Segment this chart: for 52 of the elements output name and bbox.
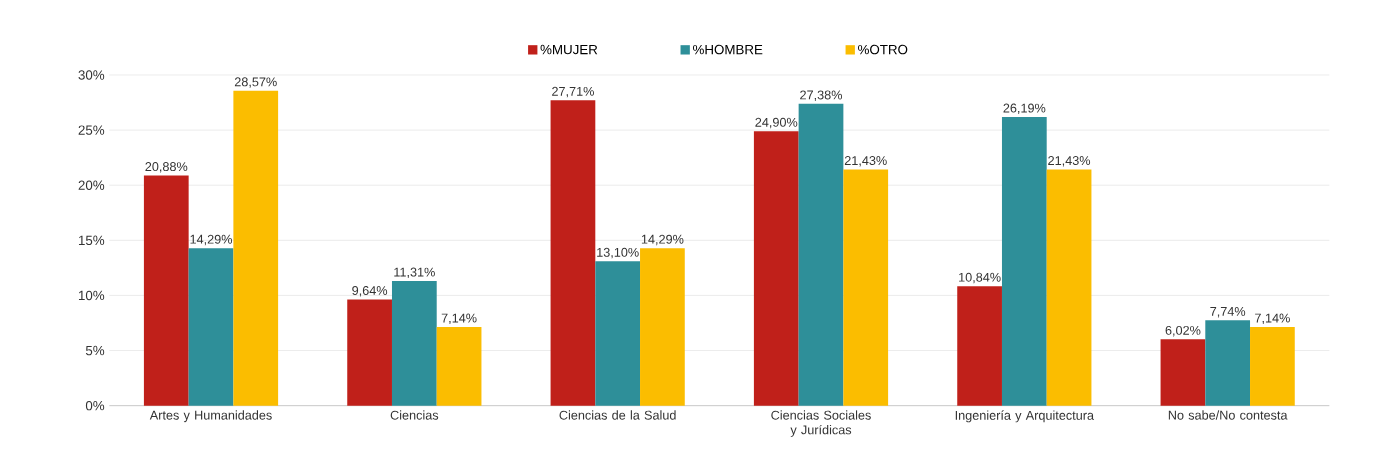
bar [347,299,392,406]
data-label: 13,10% [597,247,639,259]
bar [753,131,799,406]
data-label: 10,84% [959,272,1001,284]
x-tick-label: Ciencias Sociales y Jurídicas [771,410,871,437]
data-label: 7,14% [1255,313,1290,325]
x-tick-label: Ciencias [390,410,439,420]
x-tick-label: Artes y Humanidades [149,410,272,423]
data-label: 21,43% [844,156,887,167]
bar [1001,116,1047,406]
y-tick-label: 5% [85,345,105,356]
bar [957,286,1002,406]
data-label: 20,88% [145,162,188,173]
data-label: 6,02% [1165,325,1201,337]
y-tick-label: 25% [78,125,105,135]
data-label: 26,19% [1003,103,1046,115]
data-label: 7,74% [1210,307,1246,318]
data-label: 9,64% [352,286,388,297]
bar [143,175,189,406]
y-tick-label: 20% [78,180,105,190]
bar [391,280,437,406]
legend-label: %OTRO [858,44,908,55]
x-tick-label: Ciencias de la Salud [559,410,676,420]
y-tick-label: 15% [78,235,105,246]
data-label: 11,31% [394,267,435,279]
bar [1160,339,1206,406]
bar [1046,169,1092,406]
bar [595,261,641,406]
x-tick-label: Ingeniería y Arquitectura [955,410,1095,423]
legend-label: %HOMBRE [693,44,763,55]
data-label: 21,43% [1048,156,1091,167]
bar [436,326,482,406]
x-tick-label: No sabe/No contesta [1168,410,1288,420]
data-label: 27,38% [800,90,843,101]
data-label: 27,71% [552,86,594,98]
bar [233,90,279,406]
y-tick-label: 30% [78,70,105,80]
data-label: 7,14% [441,313,477,325]
data-label: 28,57% [234,77,277,88]
bar [843,169,889,406]
bar [1250,326,1295,406]
bar [798,103,844,406]
y-tick-label: 0% [85,400,105,411]
data-label: 24,90% [755,117,798,129]
data-label: 14,29% [190,234,233,246]
data-label: 14,29% [641,234,684,246]
bar [550,100,596,406]
bar [1205,320,1251,406]
y-tick-label: 10% [78,290,105,301]
bar [640,248,685,406]
legend-label: %MUJER [540,44,598,55]
bar [188,248,234,406]
